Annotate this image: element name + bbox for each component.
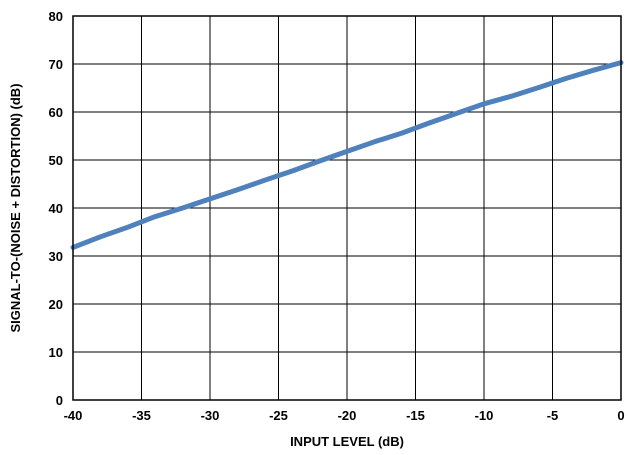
x-tick-label-0: -40 (64, 408, 83, 423)
x-tick-labels: -40 -35 -30 -25 -20 -15 -10 -5 0 (64, 408, 625, 423)
series-line-0 (70, 60, 624, 250)
plot-frame (72, 15, 622, 401)
y-tick-label-0: 0 (56, 393, 63, 408)
y-tick-label-3: 30 (49, 249, 63, 264)
y-axis-title: SIGNAL-TO-(NOISE + DISTORTION) (dB) (8, 83, 23, 332)
series-layer (70, 60, 624, 250)
x-tick-label-1: -35 (132, 408, 151, 423)
x-tick-label-5: -15 (406, 408, 425, 423)
y-tick-labels: 0 10 20 30 40 50 60 70 80 (49, 9, 63, 408)
x-tick-label-4: -20 (338, 408, 357, 423)
y-tick-label-4: 40 (49, 201, 63, 216)
y-tick-label-6: 60 (49, 105, 63, 120)
x-tick-label-6: -10 (475, 408, 494, 423)
x-tick-label-8: 0 (617, 408, 624, 423)
x-tick-label-2: -30 (201, 408, 220, 423)
y-tick-label-1: 10 (49, 345, 63, 360)
y-tick-label-8: 80 (49, 9, 63, 24)
x-axis-title: INPUT LEVEL (dB) (290, 434, 404, 449)
y-tick-label-2: 20 (49, 297, 63, 312)
y-tick-label-7: 70 (49, 57, 63, 72)
x-tick-label-3: -25 (269, 408, 288, 423)
grid (72, 15, 622, 401)
y-tick-label-5: 50 (49, 153, 63, 168)
x-tick-label-7: -5 (547, 408, 559, 423)
